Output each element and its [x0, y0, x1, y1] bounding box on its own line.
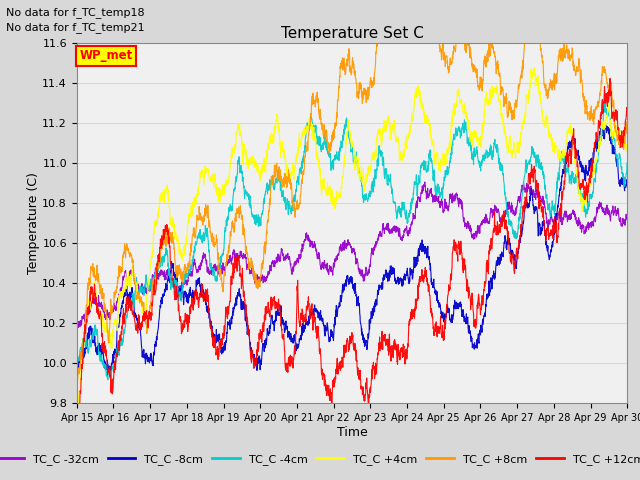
Legend: TC_C -32cm, TC_C -8cm, TC_C -4cm, TC_C +4cm, TC_C +8cm, TC_C +12cm: TC_C -32cm, TC_C -8cm, TC_C -4cm, TC_C +… — [0, 450, 640, 469]
Text: No data for f_TC_temp21: No data for f_TC_temp21 — [6, 22, 145, 33]
Y-axis label: Temperature (C): Temperature (C) — [26, 172, 40, 274]
Text: No data for f_TC_temp18: No data for f_TC_temp18 — [6, 7, 145, 18]
Title: Temperature Set C: Temperature Set C — [280, 25, 424, 41]
Text: WP_met: WP_met — [79, 49, 133, 62]
X-axis label: Time: Time — [337, 426, 367, 439]
